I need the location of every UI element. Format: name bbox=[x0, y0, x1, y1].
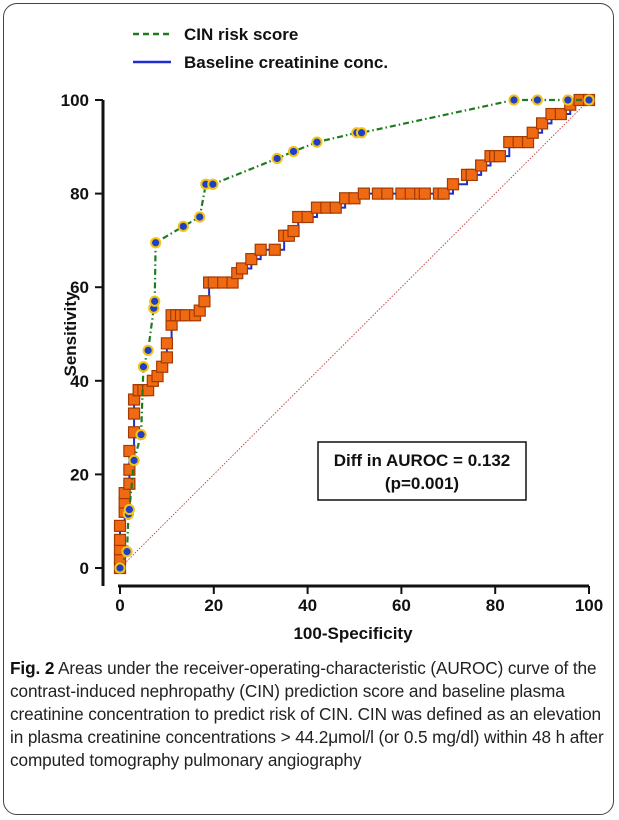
data-point-square bbox=[418, 187, 431, 200]
data-point-square bbox=[357, 187, 370, 200]
data-point-circle bbox=[149, 295, 161, 307]
data-point-square bbox=[127, 407, 141, 420]
y-tick-label: 0 bbox=[80, 559, 89, 578]
x-ticks: 0 20 40 60 80 100 bbox=[115, 586, 603, 615]
auroc-difference-box: Diff in AUROC = 0.132 (p=0.001) bbox=[317, 441, 527, 501]
reference-diagonal-line bbox=[119, 99, 590, 569]
legend-label-baseline-creatinine: Baseline creatinine conc. bbox=[184, 53, 388, 72]
data-point-square bbox=[526, 126, 539, 139]
y-tick-label: 40 bbox=[70, 372, 89, 391]
data-point-circle bbox=[311, 136, 323, 148]
data-point-circle bbox=[114, 562, 126, 574]
data-point-square bbox=[268, 243, 281, 256]
data-point-square bbox=[245, 253, 258, 266]
y-tick-label: 100 bbox=[61, 91, 89, 110]
data-point-circle bbox=[142, 344, 154, 356]
data-point-circle bbox=[194, 211, 206, 223]
y-axis-title: Sensitivity bbox=[61, 291, 80, 377]
x-tick-label: 80 bbox=[486, 596, 505, 615]
data-point-square bbox=[465, 168, 478, 181]
data-point-circle bbox=[583, 94, 595, 106]
data-point-circle bbox=[150, 237, 162, 249]
data-point-square bbox=[123, 444, 136, 458]
x-tick-label: 0 bbox=[115, 596, 124, 615]
data-point-circle bbox=[137, 361, 150, 373]
data-point-circle bbox=[531, 94, 544, 106]
data-point-square bbox=[554, 107, 567, 121]
data-point-square bbox=[329, 201, 342, 214]
data-point-circle bbox=[123, 503, 135, 516]
roc-chart: CIN risk score Baseline creatinine conc.… bbox=[61, 25, 604, 643]
data-point-square bbox=[235, 262, 249, 275]
annotation-box-border bbox=[317, 441, 527, 501]
data-point-square bbox=[123, 463, 136, 476]
y-tick-label: 60 bbox=[70, 278, 89, 297]
y-ticks: 0 20 40 60 80 100 bbox=[61, 91, 103, 578]
x-tick-label: 100 bbox=[575, 596, 603, 615]
figure-caption: Fig. 2 Areas under the receiver-operatin… bbox=[10, 657, 608, 772]
data-point-square bbox=[198, 295, 211, 308]
x-axis-title: 100-Specificity bbox=[293, 624, 413, 643]
y-tick-label: 20 bbox=[70, 465, 89, 484]
data-point-circle bbox=[135, 429, 147, 441]
annotation-line-1: Diff in AUROC = 0.132 bbox=[334, 451, 511, 470]
x-tick-label: 20 bbox=[204, 596, 223, 615]
data-point-square bbox=[113, 519, 127, 532]
data-point-square bbox=[113, 533, 127, 547]
series-line-cin-risk-score bbox=[118, 98, 589, 569]
data-point-square bbox=[446, 178, 460, 191]
data-point-square bbox=[535, 117, 549, 130]
data-point-square bbox=[475, 159, 488, 172]
data-point-square bbox=[254, 243, 267, 256]
data-point-circle bbox=[508, 94, 520, 106]
data-point-square bbox=[160, 351, 173, 364]
data-point-circle bbox=[562, 94, 574, 106]
data-point-circle bbox=[128, 454, 140, 466]
annotation-line-2: (p=0.001) bbox=[385, 474, 459, 493]
data-point-circle bbox=[287, 145, 300, 158]
figure-label: Fig. 2 bbox=[10, 658, 55, 678]
plot-axes bbox=[101, 100, 589, 588]
x-tick-label: 40 bbox=[298, 596, 317, 615]
data-point-circle bbox=[207, 178, 219, 190]
data-point-square bbox=[301, 210, 314, 224]
data-point-circle bbox=[355, 127, 368, 139]
x-tick-label: 60 bbox=[392, 596, 411, 615]
data-point-square bbox=[160, 337, 173, 350]
data-point-square bbox=[493, 150, 506, 163]
series-cin-risk-score bbox=[114, 94, 595, 574]
legend-label-cin-risk-score: CIN risk score bbox=[184, 25, 298, 44]
figure-caption-text: Areas under the receiver-operating-chara… bbox=[10, 658, 604, 770]
data-point-square bbox=[287, 224, 300, 238]
y-tick-label: 80 bbox=[70, 185, 89, 204]
series-baseline-creatinine bbox=[113, 93, 596, 575]
data-point-square bbox=[381, 187, 394, 200]
figure-frame bbox=[3, 3, 614, 815]
data-point-square bbox=[437, 187, 450, 200]
data-point-square bbox=[123, 477, 136, 490]
data-point-circle bbox=[271, 152, 283, 165]
data-point-circle bbox=[121, 546, 133, 558]
data-point-circle bbox=[177, 220, 189, 232]
legend: CIN risk score Baseline creatinine conc. bbox=[133, 25, 388, 72]
